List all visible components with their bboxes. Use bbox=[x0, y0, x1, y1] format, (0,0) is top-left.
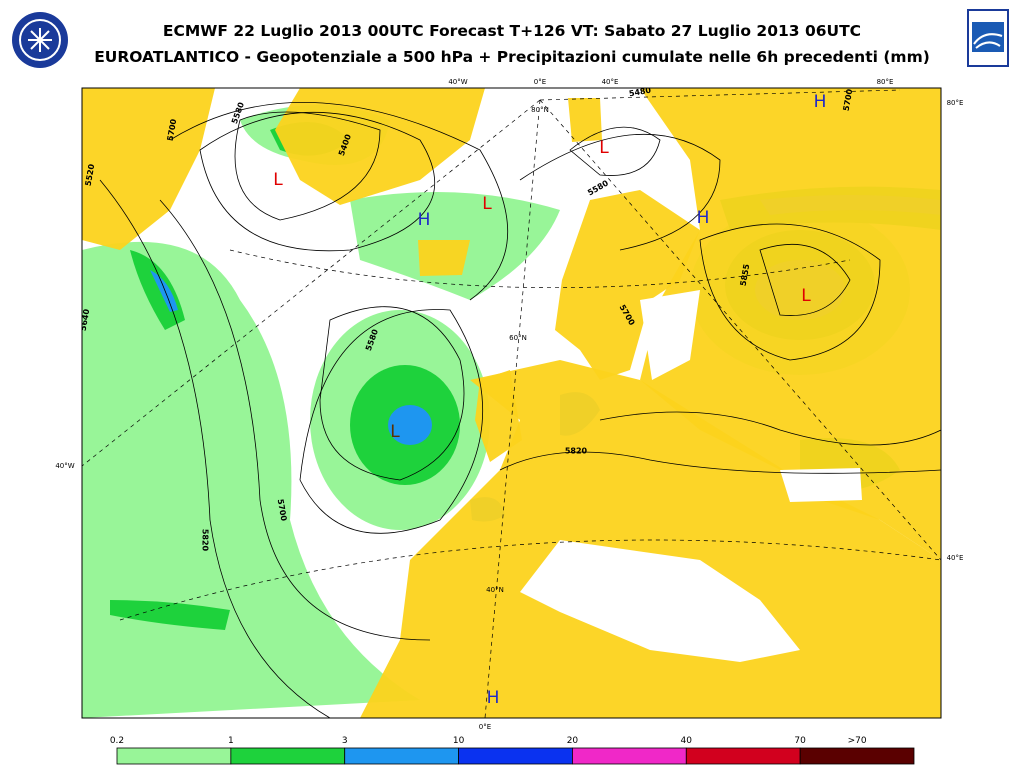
pressure-center: H bbox=[418, 210, 431, 230]
map: 80°N60°N40°N5400558057005520548055805700… bbox=[79, 86, 941, 718]
graticule-label: 80°E bbox=[877, 78, 894, 86]
contour-label: 5820 bbox=[565, 447, 588, 456]
legend-label: 40 bbox=[681, 736, 693, 746]
graticule-label: 0°E bbox=[534, 78, 546, 86]
legend-label: 70 bbox=[794, 736, 806, 746]
graticule-label: 40°E bbox=[602, 78, 619, 86]
graticule-label: 40°N bbox=[486, 586, 504, 594]
legend-swatch bbox=[572, 747, 687, 765]
pressure-center: L bbox=[599, 138, 609, 158]
legend-swatch bbox=[344, 747, 459, 765]
graticule-label: 60°N bbox=[509, 334, 527, 342]
logo-left bbox=[12, 12, 68, 68]
legend-swatch bbox=[799, 747, 915, 765]
pressure-center: L bbox=[390, 422, 400, 442]
pressure-center: L bbox=[273, 170, 283, 190]
contour-label: 5700 bbox=[842, 88, 855, 112]
map-frame bbox=[81, 87, 942, 719]
title: ECMWF 22 Luglio 2013 00UTC Forecast T+12… bbox=[163, 22, 861, 40]
legend-label: 0.2 bbox=[110, 736, 124, 746]
logo-right bbox=[967, 9, 1009, 67]
pressure-center: H bbox=[487, 688, 500, 708]
contour-label: 5480 bbox=[628, 86, 652, 99]
pressure-center: L bbox=[482, 194, 492, 214]
graticule-label: 40°W bbox=[448, 78, 467, 86]
graticule-label: 40°W bbox=[55, 462, 74, 470]
contour-label: 5700 bbox=[276, 498, 289, 522]
contour-label: 5700 bbox=[166, 118, 179, 142]
contour-label: 5855 bbox=[739, 263, 752, 287]
land bbox=[82, 88, 941, 718]
subtitle: EUROATLANTICO - Geopotenziale a 500 hPa … bbox=[94, 48, 930, 66]
contour-label: 5520 bbox=[84, 163, 97, 187]
legend-swatch bbox=[685, 747, 801, 765]
legend-label: 10 bbox=[453, 736, 465, 746]
graticule-label: 0°E bbox=[479, 723, 491, 731]
legend-swatch bbox=[230, 747, 346, 765]
pressure-center: H bbox=[814, 92, 827, 112]
legend-label: 20 bbox=[567, 736, 579, 746]
pressure-center: H bbox=[697, 208, 710, 228]
contour-label: 5640 bbox=[79, 308, 92, 332]
seas bbox=[520, 290, 862, 662]
legend-label: >70 bbox=[848, 736, 867, 746]
outer-labels: 40°W 0°E 40°E 80°E 80°E 40°E 40°W 0°E bbox=[55, 78, 963, 731]
legend-swatch bbox=[116, 747, 232, 765]
graticule-label: 80°E bbox=[947, 99, 964, 107]
graticule-label: 80°N bbox=[531, 106, 549, 114]
legend-swatch bbox=[458, 747, 573, 765]
legend: 0.2 1 3 10 20 40 70 >70 bbox=[110, 736, 915, 765]
contours bbox=[99, 101, 941, 718]
graticule bbox=[82, 89, 941, 718]
legend-label: 1 bbox=[228, 736, 234, 746]
contour-label: 5820 bbox=[201, 529, 210, 552]
pressure-center: L bbox=[801, 286, 811, 306]
graticule-label: 40°E bbox=[947, 554, 964, 562]
legend-label: 3 bbox=[342, 736, 348, 746]
